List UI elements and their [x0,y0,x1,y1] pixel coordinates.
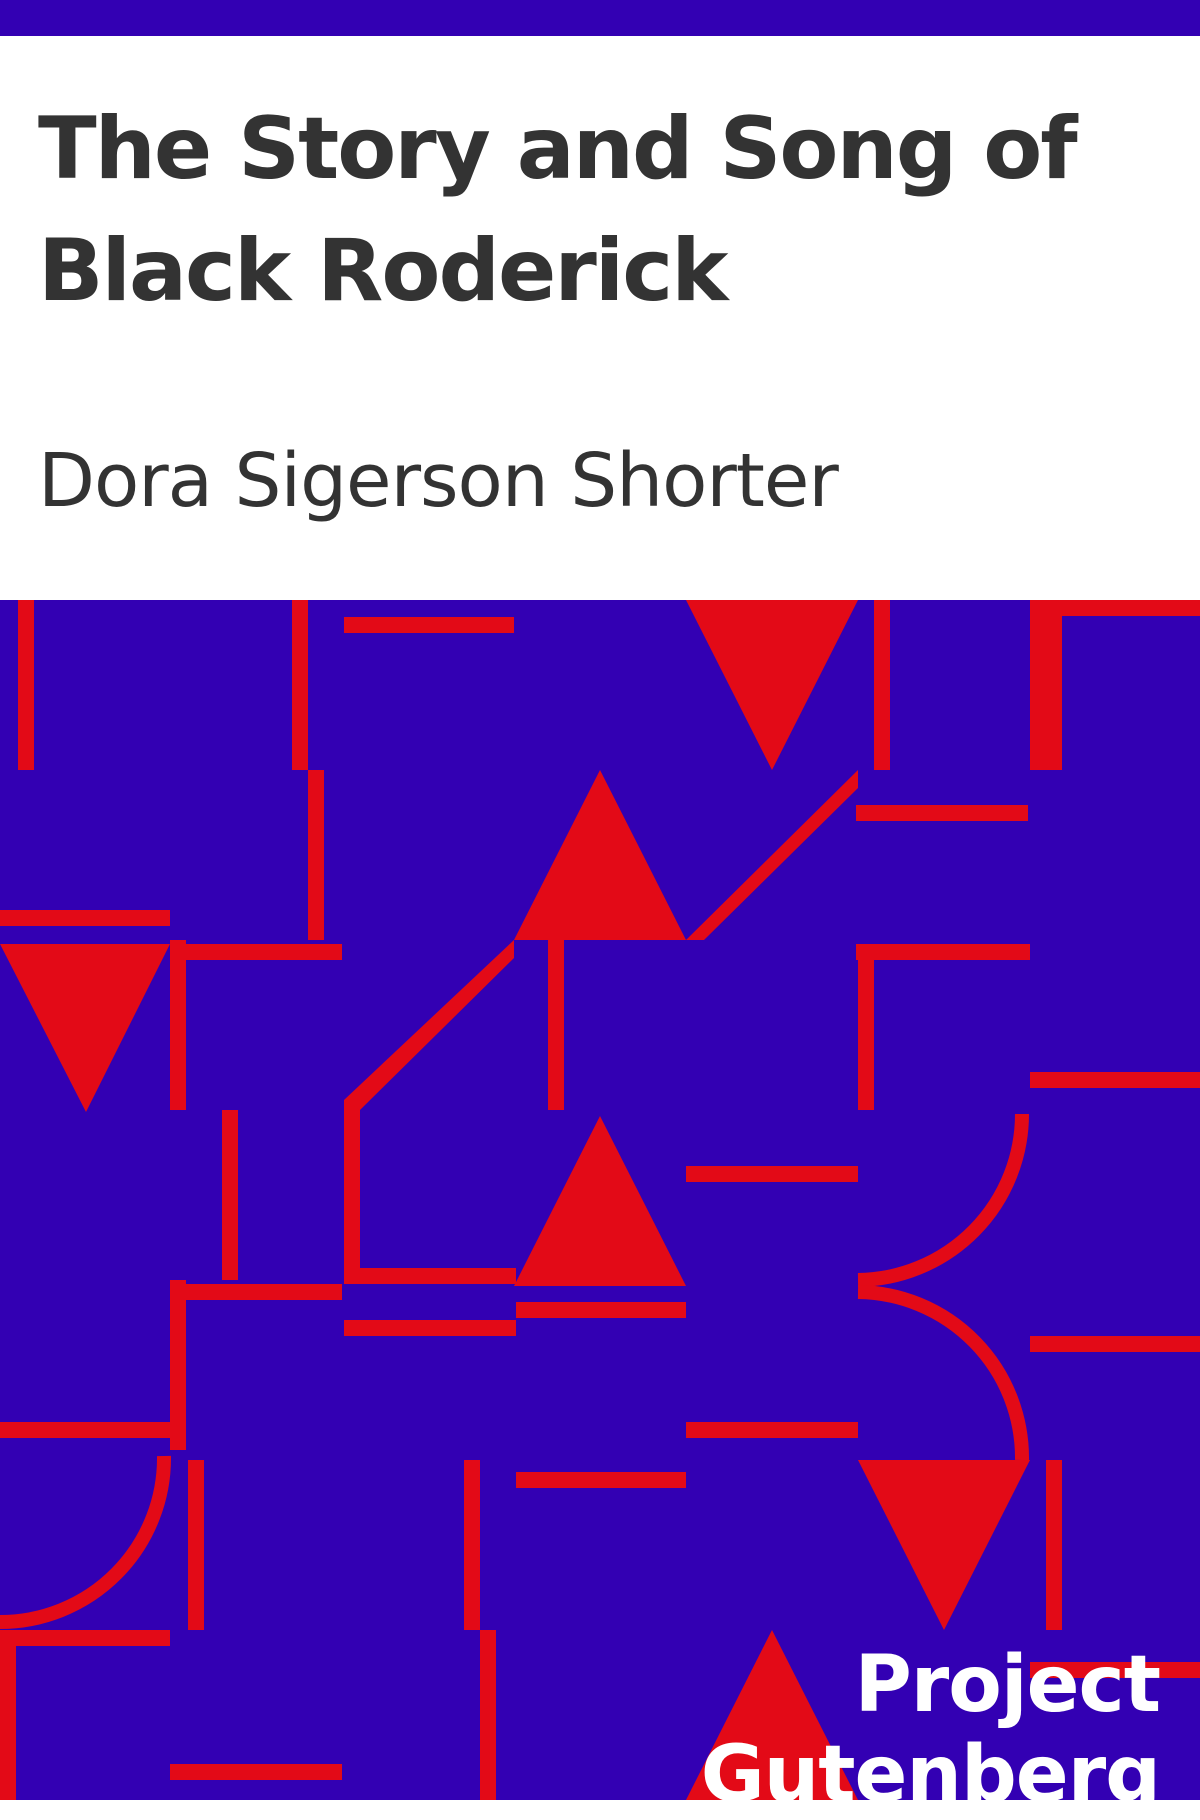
title-block: The Story and Song of Black Roderick [38,88,1158,332]
book-author: Dora Sigerson Shorter [38,438,839,524]
project-gutenberg-logo-text: Project Gutenberg [700,1640,1161,1820]
top-color-bar [0,0,1200,36]
book-title: The Story and Song of Black Roderick [38,99,1078,321]
cover-pattern [0,600,1200,1800]
pattern-shapes [0,600,1200,1800]
pattern-arcs [0,1113,1030,1629]
